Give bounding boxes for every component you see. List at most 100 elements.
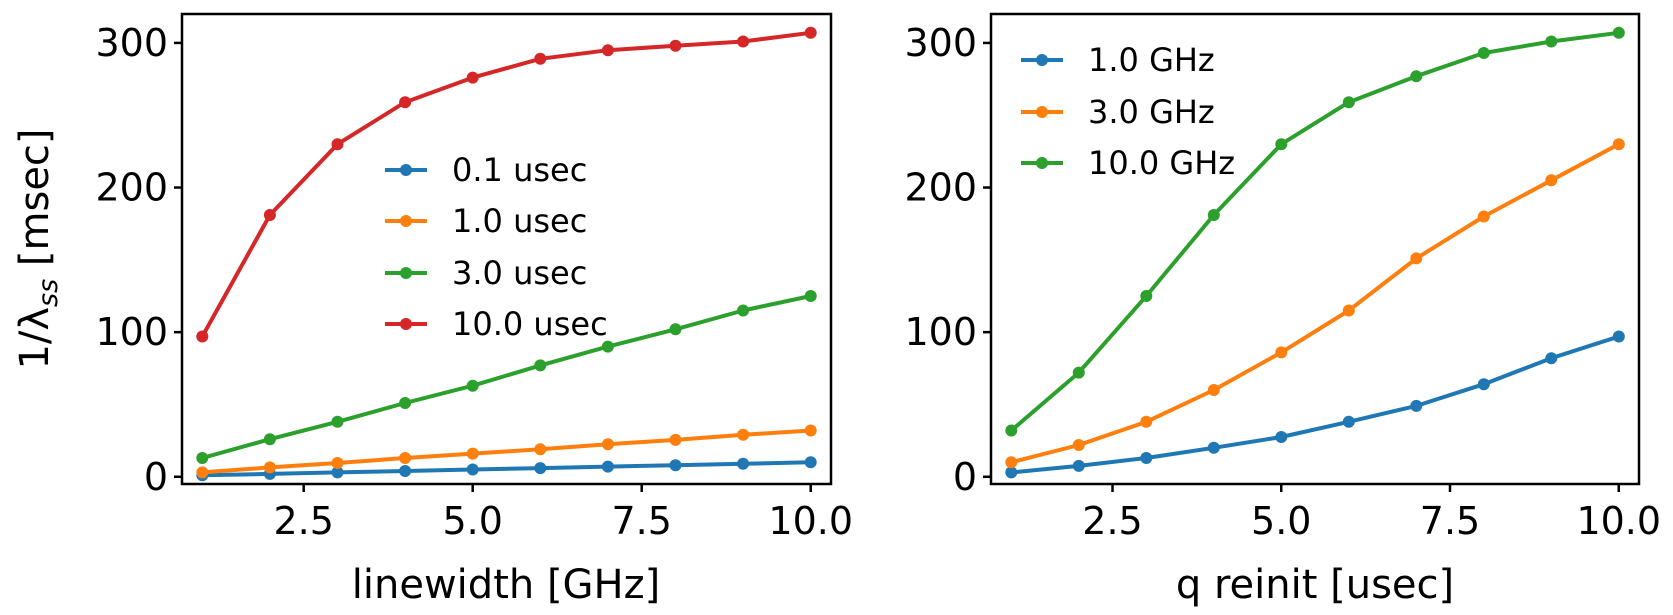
legend-label: 10.0 usec — [452, 305, 608, 343]
y-tick-label: 300 — [95, 21, 168, 65]
data-point — [1410, 252, 1423, 265]
data-point — [263, 433, 276, 446]
data-point — [1140, 415, 1153, 428]
data-point — [263, 461, 276, 474]
data-point — [1545, 174, 1558, 187]
y-axis-label-unit: [msec] — [12, 128, 58, 278]
data-point — [1072, 459, 1085, 472]
data-point — [1275, 346, 1288, 359]
right-plot-frame — [989, 12, 1641, 486]
legend-label: 3.0 usec — [452, 254, 587, 292]
legend-marker — [1036, 106, 1048, 118]
y-tick-label: 100 — [95, 310, 168, 354]
x-tick-label: 10.0 — [768, 499, 853, 543]
series-line-3 — [200, 30, 813, 339]
data-point — [466, 447, 479, 460]
data-point — [1072, 366, 1085, 379]
legend-marker — [1036, 54, 1048, 66]
legend-label: 0.1 usec — [452, 151, 587, 189]
data-point — [399, 96, 412, 109]
legend-entry-0-1-usec: 0.1 usec — [385, 151, 587, 189]
data-point — [1410, 399, 1423, 412]
data-point — [1342, 304, 1355, 317]
data-point — [1545, 352, 1558, 365]
legend-marker — [400, 215, 412, 227]
series-line-0 — [200, 460, 813, 478]
legend-label: 1.0 usec — [452, 202, 587, 240]
data-point — [601, 438, 614, 451]
data-point — [399, 452, 412, 464]
data-point — [1005, 466, 1018, 479]
data-point — [1207, 384, 1220, 396]
data-point — [331, 415, 344, 428]
x-tick-label: 5.0 — [442, 499, 502, 543]
data-point — [1410, 70, 1423, 83]
legend-marker — [1036, 157, 1048, 169]
data-point — [1612, 138, 1625, 151]
data-point — [534, 52, 547, 65]
data-point — [737, 428, 750, 441]
left-legend: 0.1 usec 1.0 usec 3.0 usec 10.0 usec — [385, 151, 608, 343]
data-point — [1140, 452, 1153, 464]
legend-label: 3.0 GHz — [1088, 93, 1215, 131]
data-point — [196, 466, 209, 479]
y-tick-label: 0 — [144, 455, 168, 499]
y-tick-label: 200 — [95, 166, 168, 210]
series-line-1 — [1009, 142, 1621, 465]
left-y-axis-label: 1/λss [msec] — [12, 128, 64, 369]
y-tick-label: 100 — [904, 310, 977, 354]
data-point — [1207, 441, 1220, 454]
y-axis-label-subscript: ss — [33, 279, 64, 307]
legend-entry-10-0-ghz: 10.0 GHz — [1021, 144, 1235, 182]
data-point — [1477, 210, 1490, 223]
right-legend: 1.0 GHz 3.0 GHz 10.0 GHz — [1021, 41, 1235, 182]
data-point — [331, 138, 344, 151]
data-point — [1005, 424, 1018, 437]
data-point — [804, 290, 817, 302]
series-line-1 — [200, 428, 813, 475]
data-point — [534, 443, 547, 456]
x-tick-label: 2.5 — [273, 499, 333, 543]
legend-label: 10.0 GHz — [1088, 144, 1235, 182]
series-line-2 — [1009, 30, 1621, 433]
data-point — [804, 26, 817, 39]
data-point — [466, 463, 479, 476]
series-line-2 — [200, 294, 813, 460]
data-point — [399, 397, 412, 409]
data-point — [669, 433, 682, 446]
data-point — [263, 209, 276, 221]
data-point — [601, 340, 614, 353]
legend-marker — [400, 318, 412, 330]
legend-entry-10-0-usec: 10.0 usec — [385, 305, 608, 343]
left-series-layer — [196, 26, 817, 482]
data-point — [1477, 378, 1490, 391]
x-tick-label: 7.5 — [1420, 499, 1480, 543]
y-tick-label: 200 — [904, 166, 977, 210]
data-point — [601, 460, 614, 473]
x-tick-label: 2.5 — [1082, 499, 1142, 543]
data-point — [196, 330, 209, 343]
data-point — [737, 35, 750, 48]
legend-entry-3-0-usec: 3.0 usec — [385, 254, 587, 292]
data-point — [1477, 47, 1490, 59]
legend-marker — [400, 164, 412, 176]
data-point — [1545, 35, 1558, 48]
data-point — [331, 466, 344, 479]
data-point — [737, 457, 750, 470]
left-ticks-layer: 2.5 5.0 7.5 10.0 0 100 200 300 — [95, 21, 853, 543]
data-point — [669, 459, 682, 472]
right-x-axis-label: q reinit [usec] — [1176, 562, 1454, 608]
data-point — [196, 452, 209, 464]
x-tick-label: 7.5 — [611, 499, 671, 543]
legend-marker — [400, 267, 412, 279]
y-axis-label-main: 1/λ — [12, 307, 58, 370]
data-point — [534, 359, 547, 372]
data-point — [1612, 330, 1625, 343]
legend-entry-1-0-ghz: 1.0 GHz — [1021, 41, 1215, 79]
right-ticks-layer: 2.5 5.0 7.5 10.0 0 100 200 300 — [904, 21, 1661, 543]
data-point — [466, 379, 479, 392]
x-tick-label: 5.0 — [1251, 499, 1311, 543]
data-point — [1275, 431, 1288, 443]
